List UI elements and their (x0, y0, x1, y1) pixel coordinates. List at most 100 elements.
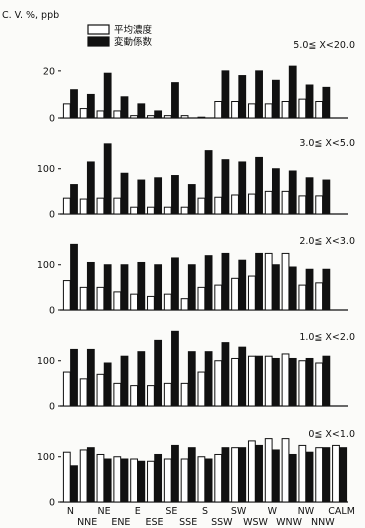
bar-cv-NNE (86, 161, 95, 215)
panel-3: 0 100 2.0≦ X<3.0 (37, 236, 355, 317)
panel-2: 0 100 3.0≦ X<5.0 (37, 138, 355, 221)
bar-cv-NNW (322, 179, 331, 215)
bar-cv-ESE (154, 339, 163, 407)
bar-cv-SSE (187, 351, 196, 407)
bar-cv-S (204, 255, 213, 311)
bar-mean-WSW (247, 355, 256, 407)
bar-cv-ENE (120, 264, 129, 311)
bar-mean-N (62, 371, 71, 407)
bar-cv-SSW (221, 342, 230, 407)
y-tick-label: 100 (37, 356, 55, 367)
bar-mean-S (197, 456, 206, 503)
bar-cv-SE (171, 82, 179, 119)
legend-label-mean: 平均濃度 (114, 24, 153, 36)
bar-mean-SSW (214, 196, 223, 215)
bar-cv-NNW (322, 268, 331, 311)
x-tick-label-NW: NW (298, 506, 315, 517)
panel-condition-label: 3.0≦ X<5.0 (299, 138, 355, 149)
bar-cv-ENE (120, 458, 129, 503)
bar-mean-SSW (214, 284, 223, 311)
bar-mean-ESE (147, 385, 155, 407)
bar-mean-S (197, 371, 206, 407)
bar-mean-SE (163, 115, 172, 119)
y-tick-label: 0 (49, 114, 55, 125)
bar-mean-SW (231, 194, 239, 215)
bar-cv-WSW (255, 252, 263, 311)
bar-cv-E (137, 460, 146, 503)
bar-cv-WSW (255, 355, 263, 407)
bar-cv-WNW (288, 266, 297, 311)
bar-mean-ESE (147, 115, 155, 119)
bar-cv-SSW (221, 252, 230, 311)
y-tick-label: 100 (37, 452, 55, 463)
bar-cv-NW (305, 177, 314, 215)
x-tick-label-ENE: ENE (111, 517, 130, 528)
bar-cv-SW (238, 447, 247, 503)
bar-cv-NNE (86, 93, 95, 119)
bar-mean-SE (163, 458, 172, 503)
bar-cv-SE (171, 257, 179, 311)
bar-mean-WSW (247, 440, 256, 503)
panel-condition-label: 0≦ X<1.0 (308, 429, 355, 440)
bar-mean-SW (231, 277, 239, 311)
bar-mean-S (197, 197, 206, 215)
bar-mean-NNW (315, 101, 324, 119)
bar-mean-SW (231, 357, 239, 407)
y-tick-label: 100 (37, 164, 55, 175)
bar-mean-ENE (113, 197, 122, 215)
bar-cv-WNW (288, 357, 297, 407)
bar-cv-NE (103, 143, 112, 215)
bar-cv-NW (305, 268, 314, 311)
bar-mean-N (62, 451, 71, 503)
bar-mean-ENE (113, 382, 122, 407)
bar-mean-NE (96, 197, 105, 215)
bar-cv-SSE (187, 184, 196, 215)
bar-mean-W (264, 103, 273, 119)
bar-cv-S (204, 351, 213, 407)
y-tick-label: 0 (49, 210, 55, 221)
bar-cv-NNE (86, 447, 95, 503)
legend-label-cv: 変動係数 (114, 36, 153, 48)
bar-cv-NW (305, 357, 314, 407)
x-tick-label-E: E (135, 506, 141, 517)
bar-mean-SSW (214, 101, 223, 119)
panel-condition-label: 5.0≦ X<20.0 (293, 40, 355, 51)
x-tick-label-SE: SE (165, 506, 177, 517)
bar-mean-NNW (315, 195, 324, 215)
bar-cv-W (271, 449, 280, 503)
bar-mean-NNE (79, 108, 88, 119)
bar-mean-WSW (247, 193, 256, 215)
bar-cv-WSW (255, 156, 263, 215)
bar-cv-WSW (255, 444, 263, 503)
y-tick-label: 0 (49, 498, 55, 509)
bar-cv-S (204, 150, 213, 215)
bar-mean-SW (231, 447, 239, 503)
bar-cv-SSE (187, 447, 196, 503)
bar-mean-SSE (180, 115, 189, 119)
bar-cv-NE (103, 362, 112, 407)
bar-cv-NW (305, 451, 314, 503)
bar-cv-S (204, 458, 213, 503)
bar-cv-SSE (187, 264, 196, 311)
bar-mean-ESE (147, 295, 155, 311)
bar-mean-SSW (214, 360, 223, 407)
bar-cv-E (137, 103, 146, 119)
bar-mean-SE (163, 206, 172, 215)
panel-condition-label: 1.0≦ X<2.0 (299, 332, 355, 343)
x-tick-label-N: N (67, 506, 74, 517)
bar-mean-NW (298, 444, 307, 503)
bar-cv-WSW (255, 70, 263, 119)
bar-mean-NE (96, 373, 105, 407)
bar-cv-WNW (288, 453, 297, 503)
bar-mean-NW (298, 284, 307, 311)
bar-mean-E (130, 115, 139, 119)
bar-mean-SSE (180, 458, 189, 503)
bar-cv-W (271, 264, 280, 311)
x-tick-label-NE: NE (98, 506, 111, 517)
panel-4: 0 100 1.0≦ X<2.0 (37, 330, 355, 413)
bar-cv-NNE (86, 348, 95, 407)
y-tick-label: 20 (43, 66, 55, 77)
y-tick-label: 100 (37, 260, 55, 271)
bar-cv-N (70, 348, 78, 407)
bar-cv-E (137, 179, 146, 215)
